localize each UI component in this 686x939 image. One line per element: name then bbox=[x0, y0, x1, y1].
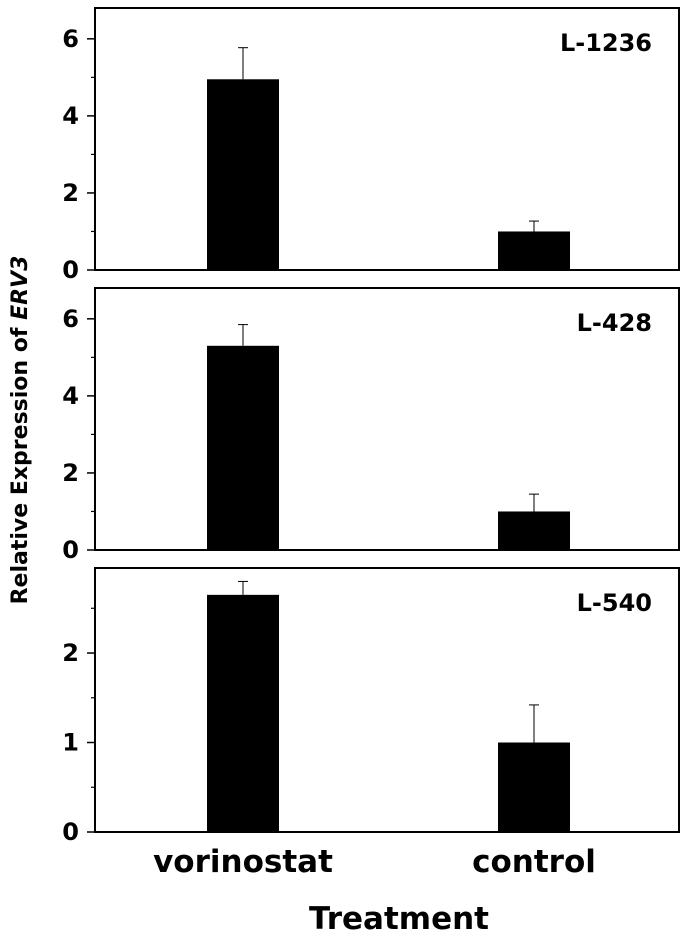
bar-vorinostat bbox=[207, 594, 279, 832]
y-tick-label: 6 bbox=[62, 305, 79, 333]
panel-label: L-540 bbox=[577, 589, 652, 617]
bar-control bbox=[498, 511, 570, 550]
y-axis-title-gene: ERV3 bbox=[8, 256, 33, 320]
y-tick-label: 0 bbox=[62, 536, 79, 564]
y-tick-label: 2 bbox=[62, 459, 79, 487]
y-tick-label: 0 bbox=[62, 818, 79, 846]
y-tick-label: 2 bbox=[62, 179, 79, 207]
panel-frame bbox=[94, 567, 680, 833]
bar-vorinostat bbox=[207, 345, 279, 550]
panel-frame bbox=[94, 287, 680, 551]
y-tick-label: 4 bbox=[62, 102, 79, 130]
chart-panels: 0 2 4 6 L-1236 0 2 4 6 L-428 0 1 2 L-540 bbox=[62, 7, 680, 846]
bar-vorinostat bbox=[207, 79, 279, 270]
y-tick-label: 2 bbox=[62, 639, 79, 667]
category-label-vorinostat: vorinostat bbox=[153, 844, 333, 880]
panel-label: L-428 bbox=[577, 309, 652, 337]
y-tick-label: 6 bbox=[62, 25, 79, 53]
y-tick-label: 4 bbox=[62, 382, 79, 410]
panel-label: L-1236 bbox=[560, 29, 652, 57]
y-tick-label: 1 bbox=[62, 729, 79, 757]
bar-control bbox=[498, 742, 570, 832]
bar-control bbox=[498, 231, 570, 270]
y-axis-title: Relative Expression of ERV3 bbox=[8, 256, 33, 605]
panel-frame bbox=[94, 7, 680, 271]
y-axis-title-prefix: Relative Expression of bbox=[8, 320, 33, 604]
category-label-control: control bbox=[472, 844, 596, 880]
y-tick-label: 0 bbox=[62, 256, 79, 284]
x-axis-title: Treatment bbox=[309, 901, 489, 937]
